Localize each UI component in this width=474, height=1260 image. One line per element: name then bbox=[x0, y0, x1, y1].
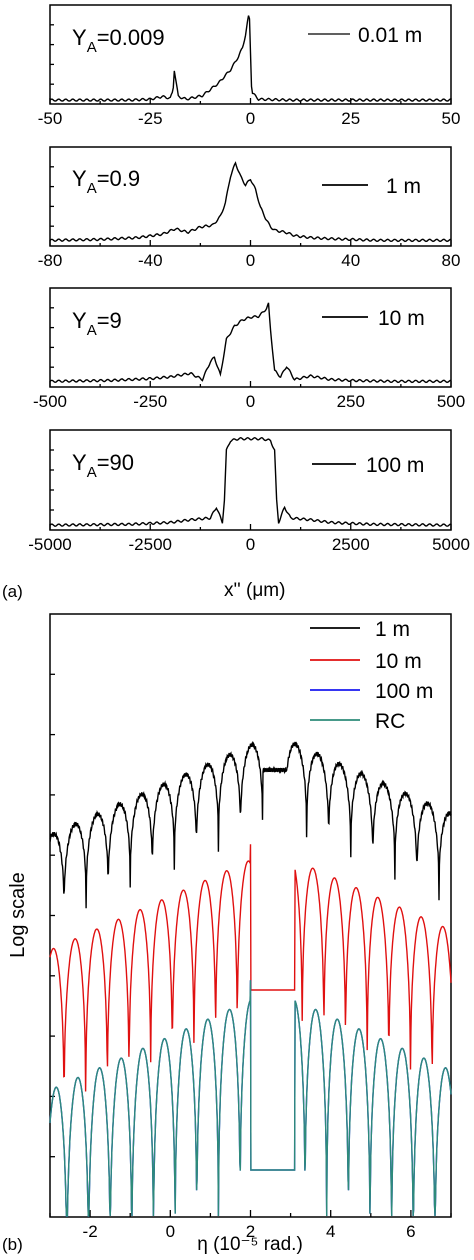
x-tick-label: 40 bbox=[341, 251, 360, 270]
panel-a1-legend-text: 0.01 m bbox=[358, 24, 422, 47]
panel-a3-curve bbox=[49, 302, 452, 384]
panel-a2-curve bbox=[49, 161, 452, 243]
panel-a2-legend-text: 1 m bbox=[386, 175, 421, 198]
panel-a4-annotation: YA=90 bbox=[72, 450, 134, 481]
panel-a3-ticks: -500 -250 0 250 500 bbox=[33, 307, 465, 411]
legend-text-10m: 10 m bbox=[375, 650, 422, 673]
panel-b-label: (b) bbox=[2, 1235, 23, 1254]
panel-a3-annotation: YA=9 bbox=[72, 308, 122, 339]
x-tick-label: 5000 bbox=[432, 535, 470, 554]
panel-a4-curve bbox=[49, 436, 452, 527]
x-tick-label: 4 bbox=[326, 1222, 335, 1241]
panel-a4-ticks: -5000 -2500 0 2500 5000 bbox=[28, 449, 470, 554]
panel-b-curve-1m bbox=[49, 740, 452, 909]
panel-a2-annotation: YA=0.9 bbox=[72, 166, 140, 197]
panel-a2: -80 -40 0 40 80 YA=0.9 1 m bbox=[38, 146, 461, 270]
panel-b-curve-10m bbox=[49, 844, 452, 1092]
panel-a4-frame bbox=[49, 429, 452, 531]
x-tick-label: 25 bbox=[341, 109, 360, 128]
panel-a4: -5000 -2500 0 2500 5000 YA=90 100 m bbox=[28, 429, 470, 554]
x-tick-label: -40 bbox=[138, 251, 163, 270]
x-tick-label: 6 bbox=[406, 1222, 415, 1241]
legend-text-100m: 100 m bbox=[375, 680, 433, 703]
panel-a-label: (a) bbox=[2, 582, 23, 601]
x-tick-label: 2500 bbox=[332, 535, 370, 554]
x-tick-label: -5000 bbox=[28, 535, 71, 554]
x-tick-label: -50 bbox=[38, 109, 63, 128]
x-tick-label: 50 bbox=[442, 109, 461, 128]
x-tick-label: 0 bbox=[246, 109, 255, 128]
panel-a3: -500 -250 0 250 500 YA=9 10 m bbox=[33, 287, 465, 411]
x-tick-label: -80 bbox=[38, 251, 63, 270]
panel-b-curve-rc bbox=[49, 980, 452, 1217]
panel-a4-legend-text: 100 m bbox=[366, 454, 424, 477]
x-tick-label: 2 bbox=[246, 1222, 255, 1241]
panel-b-ticks: -2 0 2 4 6 bbox=[49, 673, 452, 1241]
panel-a1: -50 -25 0 25 50 YA=0.009 0.01 m bbox=[38, 4, 461, 128]
panel-a1-ticks: -50 -25 0 25 50 bbox=[38, 24, 461, 128]
x-tick-label: 0 bbox=[246, 251, 255, 270]
x-tick-label: -2500 bbox=[129, 535, 172, 554]
x-tick-label: 500 bbox=[437, 392, 465, 411]
x-tick-label: 250 bbox=[337, 392, 365, 411]
x-tick-label: -500 bbox=[33, 392, 67, 411]
x-tick-label: -25 bbox=[138, 109, 163, 128]
panel-b-legend: 1 m 10 m 100 m RC bbox=[310, 618, 433, 733]
panel-a3-legend-text: 10 m bbox=[378, 307, 425, 330]
x-tick-label: 0 bbox=[246, 535, 255, 554]
x-tick-label: 0 bbox=[166, 1222, 175, 1241]
x-tick-label: 80 bbox=[442, 251, 461, 270]
legend-text-1m: 1 m bbox=[375, 618, 410, 641]
panel-a1-curve bbox=[49, 15, 452, 102]
panel-a3-frame bbox=[49, 287, 452, 388]
panel-b: -2 0 2 4 6 1 m 10 m 100 m RC bbox=[49, 613, 452, 1241]
panel-b-xlabel: η (10⁻⁵ rad.) bbox=[197, 1234, 303, 1255]
panel-a2-ticks: -80 -40 0 40 80 bbox=[38, 166, 461, 270]
legend-text-rc: RC bbox=[375, 710, 405, 733]
x-tick-label: -250 bbox=[133, 392, 167, 411]
x-tick-label: 0 bbox=[246, 392, 255, 411]
panel-a1-annotation: YA=0.009 bbox=[72, 25, 165, 56]
panel-b-ylabel: Log scale bbox=[7, 872, 29, 958]
x-tick-label: -2 bbox=[83, 1222, 98, 1241]
panel-a-xlabel: x'' (μm) bbox=[224, 580, 285, 601]
